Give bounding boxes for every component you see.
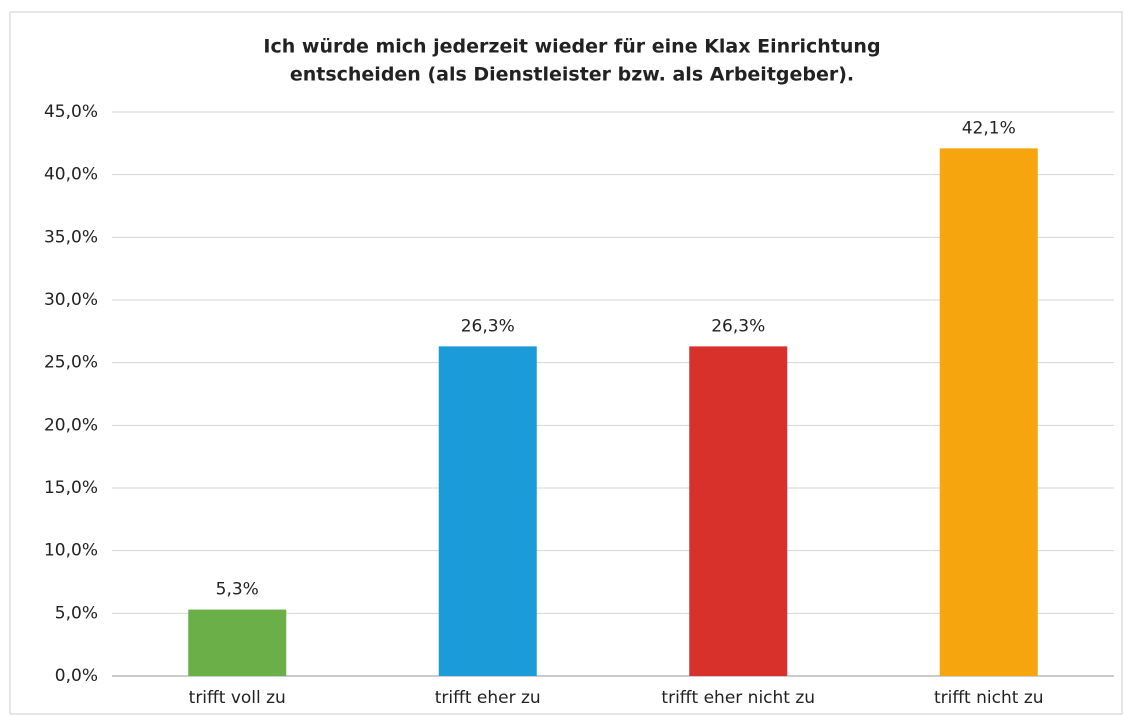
y-tick-label: 20,0% (44, 415, 98, 435)
bar (939, 148, 1038, 676)
data-label: 42,1% (962, 118, 1016, 138)
x-tick-label: trifft eher zu (435, 688, 541, 708)
y-tick-label: 35,0% (44, 227, 98, 247)
y-tick-label: 10,0% (44, 541, 98, 561)
chart-title: entscheiden (als Dienstleister bzw. als … (290, 64, 854, 86)
y-tick-label: 45,0% (44, 102, 98, 122)
y-tick-label: 5,0% (55, 603, 98, 623)
y-tick-label: 30,0% (44, 290, 98, 310)
data-label: 5,3% (216, 580, 259, 600)
bar (438, 346, 537, 676)
x-tick-label: trifft voll zu (189, 688, 286, 708)
chart-title: Ich würde mich jederzeit wieder für eine… (263, 36, 880, 58)
data-label: 26,3% (461, 316, 515, 336)
y-tick-label: 0,0% (55, 666, 98, 686)
bar (188, 609, 287, 676)
data-label: 26,3% (711, 316, 765, 336)
y-tick-label: 15,0% (44, 478, 98, 498)
y-tick-label: 25,0% (44, 353, 98, 373)
bar (689, 346, 788, 676)
y-tick-label: 40,0% (44, 165, 98, 185)
x-tick-label: trifft nicht zu (934, 688, 1044, 708)
x-tick-label: trifft eher nicht zu (661, 688, 815, 708)
